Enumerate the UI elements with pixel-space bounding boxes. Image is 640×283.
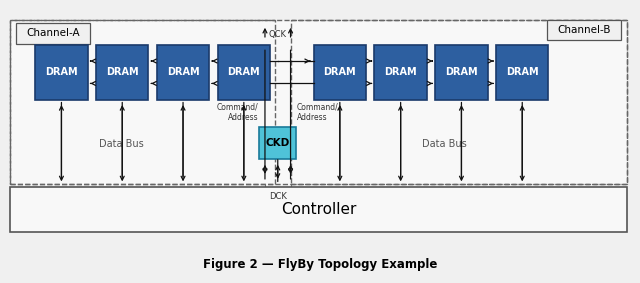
Text: Command/
Address: Command/ Address [217,102,259,122]
Bar [547,20,621,40]
Text: Data Bus: Data Bus [422,140,467,149]
Text: DRAM: DRAM [385,67,417,77]
Bar [259,127,296,159]
Text: Controller: Controller [281,202,356,217]
Text: Figure 2 — FlyBy Topology Example: Figure 2 — FlyBy Topology Example [203,258,437,271]
Text: DRAM: DRAM [445,67,477,77]
Bar [157,45,209,100]
Text: Channel-A: Channel-A [26,28,79,38]
Bar [10,20,627,184]
Bar [291,20,627,184]
Bar [10,187,627,231]
Bar [16,23,90,44]
Text: DRAM: DRAM [324,67,356,77]
Bar [435,45,488,100]
Bar [374,45,427,100]
Bar [10,20,275,184]
Text: DRAM: DRAM [167,67,199,77]
Bar [314,45,366,100]
Text: Data Bus: Data Bus [99,140,144,149]
Text: CKD: CKD [266,138,290,148]
Bar [35,45,88,100]
Bar [496,45,548,100]
Text: QCK: QCK [269,30,287,39]
Text: DCK: DCK [269,192,287,201]
Bar [96,45,148,100]
Text: DRAM: DRAM [45,67,77,77]
Text: DRAM: DRAM [228,67,260,77]
Text: DRAM: DRAM [106,67,138,77]
Text: Channel-B: Channel-B [557,25,611,35]
Text: DRAM: DRAM [506,67,538,77]
Text: Command/
Address: Command/ Address [297,102,339,122]
Bar [218,45,270,100]
